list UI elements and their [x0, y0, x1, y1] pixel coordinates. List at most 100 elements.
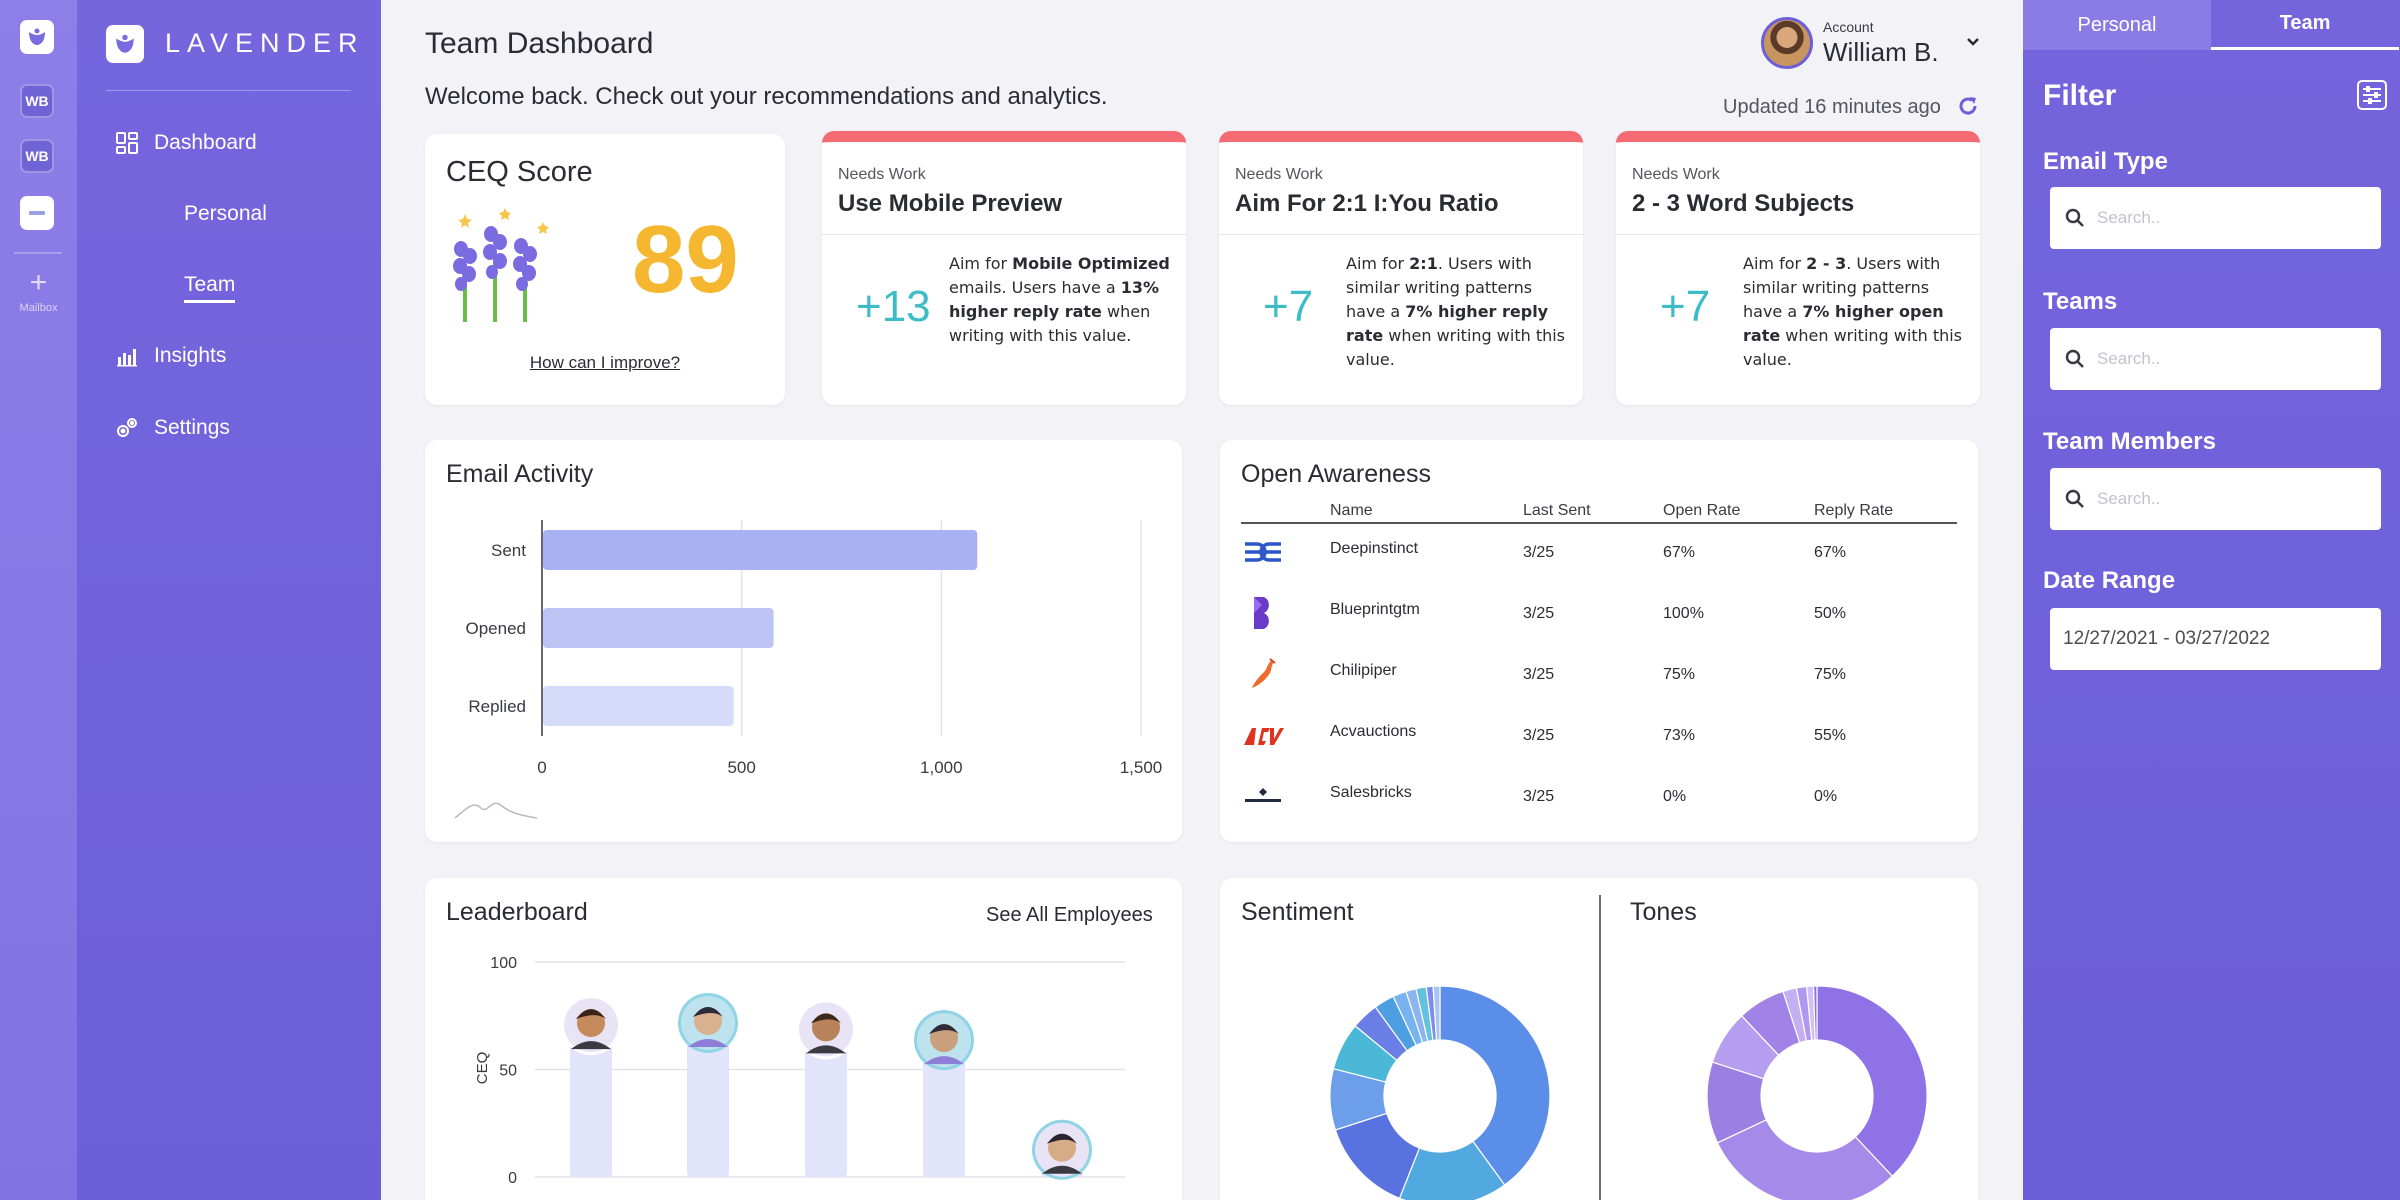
- employee-avatar[interactable]: [561, 995, 621, 1056]
- sentiment-donut-slice[interactable]: [1439, 985, 1551, 1186]
- sidebar-item-dashboard[interactable]: Dashboard: [114, 130, 257, 156]
- account-avatar[interactable]: [1761, 17, 1813, 69]
- recommendation-description: Aim for 2 - 3. Users with similar writin…: [1743, 254, 1963, 369]
- add-mailbox-icon[interactable]: +: [29, 266, 48, 299]
- sentiment-tones-donuts: [1329, 985, 1928, 1200]
- blueprintgtm-logo-icon: [1241, 595, 1285, 631]
- sidebar-item-settings[interactable]: Settings: [114, 415, 230, 441]
- lavender-app-icon[interactable]: [20, 20, 54, 54]
- leaderboard-title: Leaderboard: [446, 898, 588, 926]
- app-rail: WB WB + Mailbox: [0, 0, 77, 1200]
- deepinstinct-logo-icon: [1241, 534, 1285, 570]
- email-activity-chart: 0 500 1,000 1,500 Sent Opened Replied: [454, 520, 1163, 819]
- tab-personal[interactable]: Personal: [2023, 0, 2211, 50]
- x-tick-label: 1,500: [1120, 758, 1163, 777]
- reply-rate: 67%: [1814, 544, 1847, 561]
- status-badge: Needs Work: [1632, 166, 1720, 183]
- company-name: Blueprintgtm: [1330, 601, 1420, 618]
- workspace-wb-1-button[interactable]: WB: [20, 84, 54, 118]
- date-range-picker[interactable]: 12/27/2021 - 03/27/2022: [2050, 608, 2381, 670]
- recommendation-card[interactable]: Needs Work Aim For 2:1 I:You Ratio +7 Ai…: [1219, 131, 1583, 405]
- sparkline-icon: [454, 802, 538, 819]
- search-icon: [2065, 349, 2084, 368]
- last-sent: 3/25: [1523, 544, 1555, 561]
- sidebar-subitem-team[interactable]: Team: [184, 273, 236, 303]
- welcome-message: Welcome back. Check out your recommendat…: [425, 83, 1108, 110]
- account-name[interactable]: William B.: [1823, 37, 1939, 67]
- last-sent: 3/25: [1523, 605, 1555, 622]
- column-header-reply-rate[interactable]: Reply Rate: [1814, 502, 1894, 519]
- email-activity-card: Email Activity 0 500 1,000 1,500 Sent Opened R…: [425, 440, 1182, 842]
- reply-rate: 50%: [1814, 605, 1847, 622]
- sentiment-donut-slice[interactable]: [1432, 985, 1441, 1041]
- sentiment-donut: [1329, 985, 1551, 1200]
- column-header-last-sent[interactable]: Last Sent: [1523, 502, 1591, 519]
- column-header-open-rate[interactable]: Open Rate: [1663, 502, 1741, 519]
- employee-avatar[interactable]: [1032, 1119, 1092, 1180]
- leaderboard-bar[interactable]: [687, 1032, 729, 1177]
- company-name: Acvauctions: [1330, 723, 1417, 740]
- teams-label: Teams: [2043, 288, 2118, 315]
- filter-title: Filter: [2043, 79, 2117, 112]
- card-divider: [822, 234, 1186, 235]
- page-title: Team Dashboard: [425, 27, 654, 60]
- reply-rate: 55%: [1814, 727, 1847, 744]
- status-badge: Needs Work: [838, 166, 926, 183]
- chilipiper-logo-icon: [1241, 656, 1285, 692]
- company-name: Deepinstinct: [1330, 540, 1419, 557]
- date-range-value: 12/27/2021 - 03/27/2022: [2063, 628, 2271, 649]
- ceq-score-card: CEQ Score 89 How can I improve?: [425, 134, 785, 405]
- company-name: Salesbricks: [1330, 784, 1412, 801]
- chevron-down-icon[interactable]: [1963, 32, 1983, 52]
- teams-search-input[interactable]: Search..: [2050, 328, 2381, 390]
- sentiment-divider: [1599, 895, 1601, 1200]
- brand-logo-text: LAVENDER: [165, 28, 365, 58]
- column-header-name[interactable]: Name: [1330, 502, 1373, 519]
- open-rate: 67%: [1663, 544, 1696, 561]
- status-badge: Needs Work: [1235, 166, 1323, 183]
- last-sent: 3/25: [1523, 666, 1555, 683]
- search-icon: [2065, 208, 2084, 227]
- email-type-search-input[interactable]: Search..: [2050, 187, 2381, 249]
- bar-replied[interactable]: [543, 686, 734, 726]
- see-all-employees-link[interactable]: See All Employees: [986, 904, 1153, 926]
- workspace-app-button[interactable]: [20, 196, 54, 230]
- refresh-icon[interactable]: [1956, 94, 1980, 118]
- reply-rate: 0%: [1814, 788, 1838, 805]
- insights-chart-icon: [114, 343, 140, 369]
- dashboard-icon: [114, 130, 140, 156]
- last-sent: 3/25: [1523, 727, 1555, 744]
- leaderboard-bar[interactable]: [805, 1039, 847, 1177]
- filter-settings-icon[interactable]: [2355, 78, 2389, 112]
- employee-avatar[interactable]: [678, 992, 738, 1053]
- workspace-wb-2-button[interactable]: WB: [20, 139, 54, 173]
- team-members-search-input[interactable]: Search..: [2050, 468, 2381, 530]
- employee-avatar[interactable]: [796, 999, 856, 1060]
- x-tick-label: 500: [727, 758, 755, 777]
- acvauctions-logo-icon: [1241, 718, 1285, 754]
- y-tick-label: Replied: [468, 697, 526, 716]
- recommendation-description: Aim for 2:1. Users with similar writing …: [1346, 254, 1566, 369]
- tones-donut-slice[interactable]: [1816, 985, 1928, 1178]
- tones-donut-slice[interactable]: [1812, 985, 1818, 1041]
- open-rate: 73%: [1663, 727, 1696, 744]
- recommendation-card[interactable]: Needs Work Use Mobile Preview +13 Aim fo…: [822, 131, 1186, 405]
- card-divider: [1616, 234, 1980, 235]
- leaderboard-bar[interactable]: [570, 1035, 612, 1177]
- bar-opened[interactable]: [543, 608, 774, 648]
- leaderboard-bar[interactable]: [923, 1050, 965, 1177]
- last-sent: 3/25: [1523, 788, 1555, 805]
- sidebar-subitem-personal[interactable]: Personal: [184, 202, 267, 225]
- employee-avatar[interactable]: [914, 1010, 974, 1071]
- open-rate: 75%: [1663, 666, 1696, 683]
- tab-team[interactable]: Team: [2211, 0, 2399, 50]
- leaderboard-chart: 0 50 100 CEQ: [474, 955, 1125, 1187]
- x-tick-label: 0: [537, 758, 546, 777]
- bar-sent[interactable]: [543, 530, 978, 570]
- how-to-improve-link[interactable]: How can I improve?: [529, 353, 681, 372]
- tones-donut-slice[interactable]: [1716, 1119, 1894, 1200]
- sidebar-item-insights[interactable]: Insights: [114, 343, 226, 369]
- recommendation-card[interactable]: Needs Work 2 - 3 Word Subjects +7 Aim fo…: [1616, 131, 1980, 405]
- recommendation-delta: +7: [1660, 282, 1711, 331]
- y-tick-label: 50: [499, 1063, 517, 1080]
